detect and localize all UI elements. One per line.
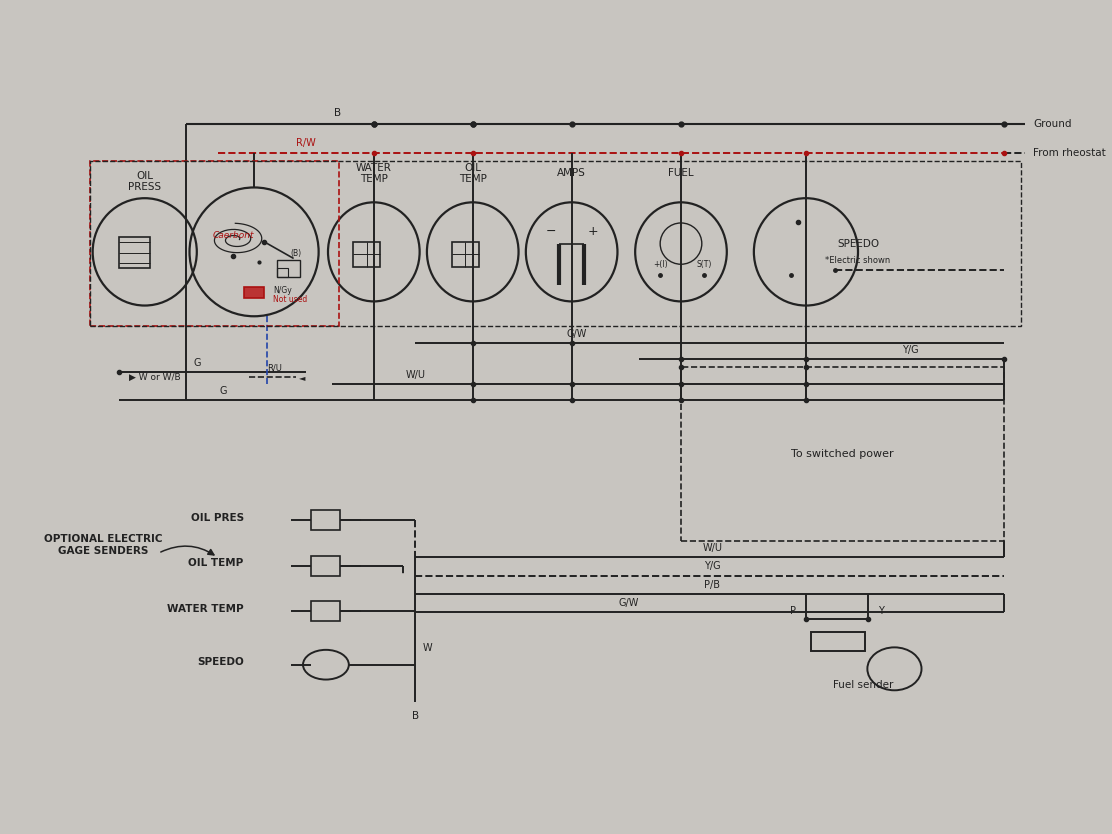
Text: Y/G: Y/G — [902, 345, 919, 355]
Bar — [311, 601, 340, 621]
Text: Y/G: Y/G — [704, 561, 721, 571]
Text: G: G — [219, 386, 227, 396]
Bar — [311, 510, 340, 530]
Bar — [119, 237, 150, 269]
Text: P/B: P/B — [704, 580, 721, 590]
Text: To switched power: To switched power — [791, 450, 894, 460]
Text: B: B — [334, 108, 341, 118]
Text: WATER
TEMP: WATER TEMP — [356, 163, 391, 184]
Text: FUEL: FUEL — [668, 168, 694, 178]
Text: SPEEDO: SPEEDO — [837, 239, 880, 249]
Bar — [277, 260, 300, 277]
Bar — [311, 555, 340, 575]
Text: (B): (B) — [290, 249, 301, 258]
Text: OIL PRES: OIL PRES — [190, 513, 244, 523]
Bar — [277, 269, 288, 277]
Text: P: P — [791, 606, 796, 616]
Text: W: W — [424, 643, 433, 653]
Bar — [451, 242, 479, 267]
Text: OIL
TEMP: OIL TEMP — [459, 163, 487, 184]
Text: +: + — [587, 224, 598, 238]
Text: SPEEDO: SPEEDO — [197, 657, 244, 667]
Text: OIL
PRESS: OIL PRESS — [128, 171, 161, 193]
Bar — [681, 368, 1004, 541]
Text: Fuel sender: Fuel sender — [833, 681, 893, 691]
Bar — [90, 161, 339, 326]
Text: R/W: R/W — [296, 138, 316, 148]
Text: +(I): +(I) — [653, 259, 667, 269]
Bar — [353, 242, 380, 267]
Text: Caerbont: Caerbont — [212, 231, 254, 240]
Text: −: − — [546, 224, 556, 238]
Text: G/W: G/W — [618, 598, 639, 608]
Text: WATER TEMP: WATER TEMP — [167, 604, 244, 614]
Text: Not used: Not used — [272, 295, 307, 304]
Text: Ground: Ground — [1033, 119, 1072, 129]
Text: Y: Y — [878, 606, 884, 616]
Text: W/U: W/U — [702, 543, 722, 553]
Bar — [90, 161, 1022, 326]
Text: W/U: W/U — [406, 370, 426, 380]
Bar — [244, 287, 265, 298]
Text: N/Gy: N/Gy — [272, 286, 291, 295]
Text: B: B — [411, 711, 419, 721]
Text: S(T): S(T) — [696, 259, 712, 269]
Text: G/W: G/W — [567, 329, 587, 339]
Text: OIL TEMP: OIL TEMP — [188, 558, 244, 568]
Bar — [811, 632, 865, 651]
Text: AMPS: AMPS — [557, 168, 586, 178]
Text: From rheostat: From rheostat — [1033, 148, 1105, 158]
Text: ▶ W or W/B: ▶ W or W/B — [129, 373, 181, 382]
Text: ◄: ◄ — [299, 373, 306, 382]
Text: *Electric shown: *Electric shown — [825, 256, 891, 264]
Text: OPTIONAL ELECTRIC
GAGE SENDERS: OPTIONAL ELECTRIC GAGE SENDERS — [43, 535, 162, 555]
Text: R/U: R/U — [268, 364, 282, 373]
Text: G: G — [193, 358, 200, 368]
